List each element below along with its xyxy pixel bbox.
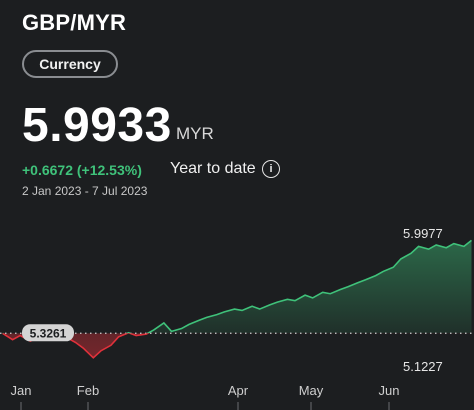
info-icon[interactable]: i: [262, 160, 280, 178]
x-tick-label: May: [299, 383, 324, 398]
category-chip-label: Currency: [39, 56, 101, 72]
price-line-positive: [2, 239, 472, 334]
chart-area-negative: [2, 333, 472, 358]
x-tick-label: Apr: [228, 383, 249, 398]
currency-pair-title: GBP/MYR: [22, 10, 127, 35]
price-change: +0.6672 (+12.53%): [22, 162, 142, 178]
baseline-label: 5.3261: [30, 326, 67, 340]
high-label: 5.9977: [403, 226, 443, 241]
date-range: 2 Jan 2023 - 7 Jul 2023: [22, 184, 148, 198]
x-tick-label: Feb: [77, 383, 99, 398]
period-label: Year to date: [170, 160, 256, 177]
x-tick-label: Jun: [379, 383, 400, 398]
x-tick-label: Jan: [11, 383, 32, 398]
low-label: 5.1227: [403, 359, 443, 374]
chart-area-positive: [50, 240, 472, 334]
category-chip[interactable]: Currency: [22, 50, 118, 78]
price-unit: MYR: [176, 124, 214, 143]
price-line-negative: [2, 333, 150, 359]
baseline-label-chip: [22, 324, 74, 342]
current-price: 5.9933: [22, 99, 172, 152]
